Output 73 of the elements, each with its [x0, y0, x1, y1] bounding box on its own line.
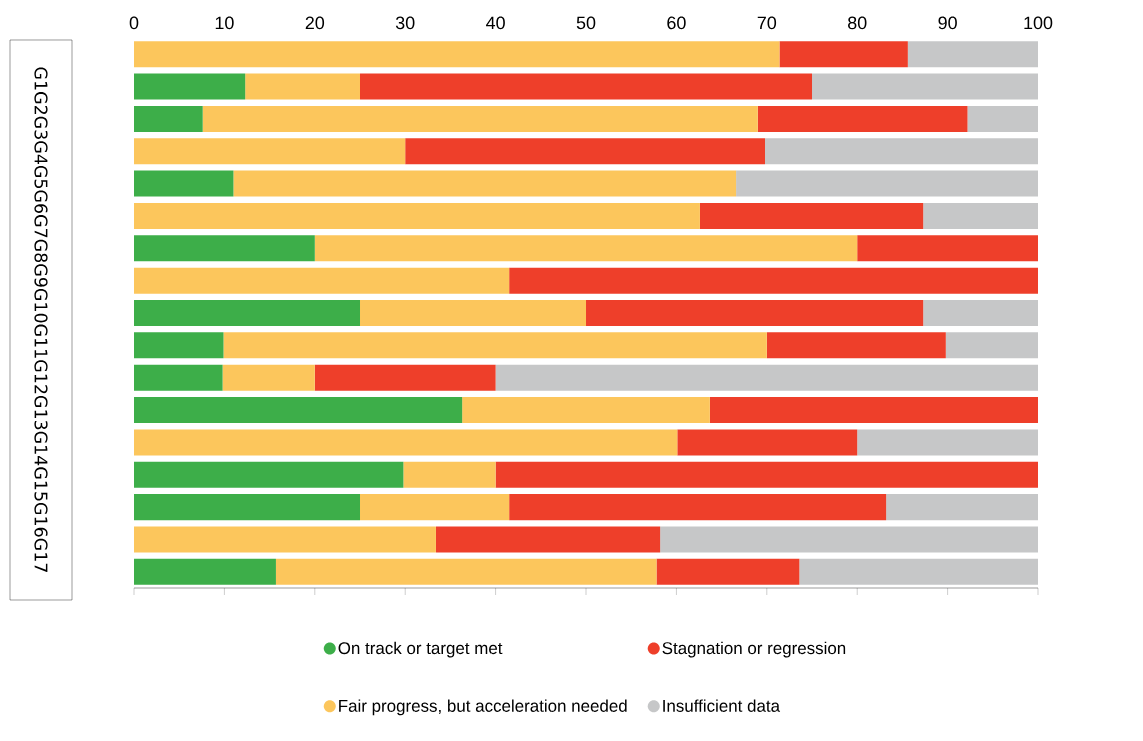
bar — [923, 300, 1039, 326]
bar — [923, 202, 1039, 229]
bar — [233, 170, 737, 197]
bar — [660, 526, 1039, 553]
bar — [134, 429, 678, 456]
bar — [222, 364, 315, 391]
bar — [134, 558, 276, 585]
bar — [134, 332, 224, 359]
legend-label: Insufficient data — [663, 699, 781, 712]
x-tick-label: 0 — [129, 16, 139, 30]
bar — [134, 300, 360, 326]
bar — [886, 494, 1039, 521]
bar — [462, 397, 710, 424]
bar — [314, 364, 496, 391]
bar — [134, 461, 404, 488]
bar — [967, 105, 1039, 132]
x-tick-label: 20 — [305, 16, 325, 30]
bar — [779, 41, 908, 68]
bar — [134, 138, 406, 165]
bar — [765, 138, 1039, 165]
x-tick-label: 70 — [757, 16, 777, 30]
bar — [857, 429, 1039, 456]
bar — [134, 41, 780, 68]
bar — [202, 105, 758, 132]
bar — [812, 73, 1039, 100]
bar — [134, 364, 223, 391]
bar — [799, 558, 1039, 585]
bar — [134, 170, 234, 197]
bar — [857, 235, 1039, 262]
x-tick-label: 10 — [215, 16, 234, 30]
bar — [403, 461, 496, 488]
bar — [134, 526, 436, 553]
bar — [245, 73, 360, 100]
bar — [134, 202, 700, 229]
bar — [360, 300, 587, 326]
bar — [757, 105, 968, 132]
bar — [907, 41, 1039, 68]
bar — [134, 494, 360, 521]
legend-label: On track or target met — [338, 641, 503, 658]
x-tick-label: 80 — [848, 16, 867, 30]
bar — [736, 170, 1039, 197]
bar — [314, 235, 858, 262]
bar — [495, 364, 1039, 391]
x-tick-label: 40 — [486, 16, 505, 30]
x-tick-label: 50 — [576, 16, 596, 30]
text: G1G2G3G4G5G6G7G8G9G10G11G12G13G14G15G16G17 — [34, 67, 48, 572]
bar — [709, 397, 1039, 424]
bar — [945, 332, 1039, 359]
bar — [134, 397, 463, 424]
x-tick-label: 90 — [938, 16, 957, 30]
legend-label: Stagnation or regression — [662, 641, 846, 658]
bar — [223, 332, 767, 359]
bar — [405, 138, 765, 165]
bar — [509, 494, 887, 521]
bar — [275, 558, 657, 585]
bar — [677, 429, 858, 456]
bar — [134, 105, 203, 132]
x-tick-label: 60 — [667, 16, 686, 30]
bar — [586, 300, 924, 326]
legend-label: Fair progress, but acceleration needed — [339, 699, 627, 716]
bar — [134, 73, 246, 100]
bar — [656, 558, 800, 585]
bar — [134, 235, 315, 262]
x-tick-label: 30 — [395, 16, 415, 30]
bar — [134, 267, 510, 294]
bar — [495, 461, 1039, 488]
bar — [509, 267, 1039, 294]
bar — [360, 494, 510, 521]
bar — [435, 526, 661, 553]
x-tick-label: 100 — [1024, 16, 1053, 30]
bar — [360, 73, 813, 100]
bar — [766, 332, 946, 359]
bar — [699, 202, 924, 229]
